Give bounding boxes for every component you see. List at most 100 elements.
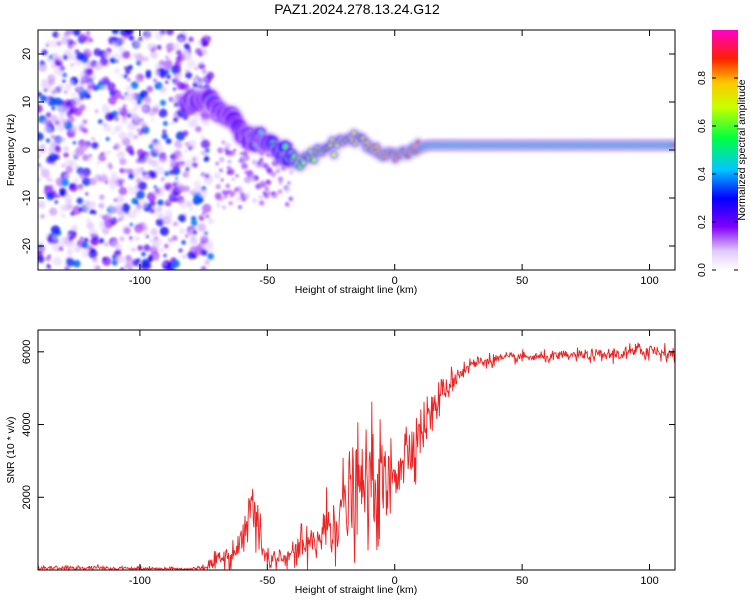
noise-cell xyxy=(188,206,194,212)
noise-cell xyxy=(148,44,154,49)
noise-cell xyxy=(138,181,147,191)
noise-cell xyxy=(137,167,143,173)
noise-cell xyxy=(182,130,189,137)
noise-cell xyxy=(38,91,42,97)
noise-cell xyxy=(185,71,193,79)
noise-cell xyxy=(132,52,137,58)
noise-cell xyxy=(40,214,45,219)
noise-cell xyxy=(152,151,158,157)
noise-cell xyxy=(115,254,124,263)
noise-cell xyxy=(193,180,202,189)
noise-cell xyxy=(156,44,162,50)
noise-cell xyxy=(66,258,75,267)
noise-cell xyxy=(88,154,92,158)
noise-cell xyxy=(124,168,130,174)
noise-cell xyxy=(69,62,75,68)
noise-cell xyxy=(219,168,223,173)
noise-cell xyxy=(266,167,272,173)
noise-cell xyxy=(184,79,189,84)
snr-plot xyxy=(38,342,675,570)
noise-cell xyxy=(94,109,99,113)
noise-cell xyxy=(136,60,142,66)
noise-cell xyxy=(194,67,198,70)
noise-cell xyxy=(52,163,56,167)
noise-cell xyxy=(38,163,41,167)
noise-cell xyxy=(213,172,221,179)
noise-cell xyxy=(105,137,110,141)
x-tick-label: -50 xyxy=(259,275,275,287)
noise-cell xyxy=(118,186,128,196)
noise-cell xyxy=(73,245,81,253)
noise-cell xyxy=(52,256,62,266)
noise-cell xyxy=(241,162,248,170)
noise-cell xyxy=(131,41,135,45)
noise-cell xyxy=(119,168,125,174)
noise-cell xyxy=(81,241,89,249)
noise-cell xyxy=(86,30,91,35)
noise-cell xyxy=(146,30,152,35)
noise-cell xyxy=(157,212,165,220)
noise-cell xyxy=(165,138,172,145)
noise-cell xyxy=(60,204,68,212)
noise-cell xyxy=(214,192,222,200)
noise-cell xyxy=(115,203,124,211)
noise-cell xyxy=(143,244,151,252)
noise-cell xyxy=(231,177,235,181)
noise-cell xyxy=(119,236,125,242)
noise-cell xyxy=(83,237,89,243)
colorbar-tick-label: 0.2 xyxy=(697,215,708,229)
noise-cell xyxy=(271,191,275,196)
chart-title: PAZ1.2024.278.13.24.G12 xyxy=(274,1,440,17)
noise-cell xyxy=(200,150,205,155)
noise-cell xyxy=(38,177,41,182)
noise-cell xyxy=(130,81,139,90)
noise-cell xyxy=(175,179,180,184)
noise-cell xyxy=(127,77,131,82)
x-tick-label: -50 xyxy=(259,575,275,587)
noise-cell xyxy=(138,36,143,42)
noise-cell xyxy=(105,180,109,184)
noise-cell xyxy=(79,70,86,76)
noise-cell xyxy=(178,248,183,253)
noise-cell xyxy=(222,205,226,210)
noise-cell xyxy=(57,104,66,114)
noise-cell xyxy=(77,33,88,43)
noise-cell xyxy=(72,141,77,145)
noise-cell xyxy=(188,36,194,42)
noise-cell xyxy=(120,95,125,100)
noise-cell xyxy=(47,74,56,83)
noise-cell xyxy=(82,177,91,186)
noise-cell xyxy=(149,170,158,179)
y-tick-label: 10 xyxy=(21,96,33,108)
noise-cell xyxy=(145,174,150,179)
heatmap xyxy=(38,30,675,270)
noise-cell xyxy=(167,50,171,54)
noise-cell xyxy=(172,235,178,241)
noise-cell xyxy=(178,199,188,209)
noise-cell xyxy=(75,52,85,61)
noise-cell xyxy=(162,121,168,126)
noise-cell xyxy=(286,202,289,206)
noise-cell xyxy=(266,179,270,183)
noise-cell xyxy=(88,228,98,237)
noise-cell xyxy=(143,226,148,231)
noise-cell xyxy=(112,175,118,181)
noise-cell xyxy=(154,31,164,41)
noise-cell xyxy=(40,168,50,178)
noise-cell xyxy=(122,104,127,109)
noise-cell xyxy=(158,189,163,194)
noise-cell xyxy=(288,196,294,202)
noise-cell xyxy=(78,122,85,129)
noise-cell xyxy=(71,97,81,107)
noise-cell xyxy=(197,223,207,232)
noise-cell xyxy=(172,65,178,70)
noise-cell xyxy=(80,236,84,240)
noise-cell xyxy=(50,134,56,140)
noise-cell xyxy=(86,61,93,68)
noise-cell xyxy=(196,78,204,87)
noise-cell xyxy=(41,120,47,125)
colorbar-ticks: 0.0 0.2 0.4 0.6 0.8 xyxy=(697,71,738,277)
noise-cell xyxy=(158,60,165,67)
noise-cell xyxy=(63,90,68,94)
noise-cell xyxy=(99,194,105,200)
